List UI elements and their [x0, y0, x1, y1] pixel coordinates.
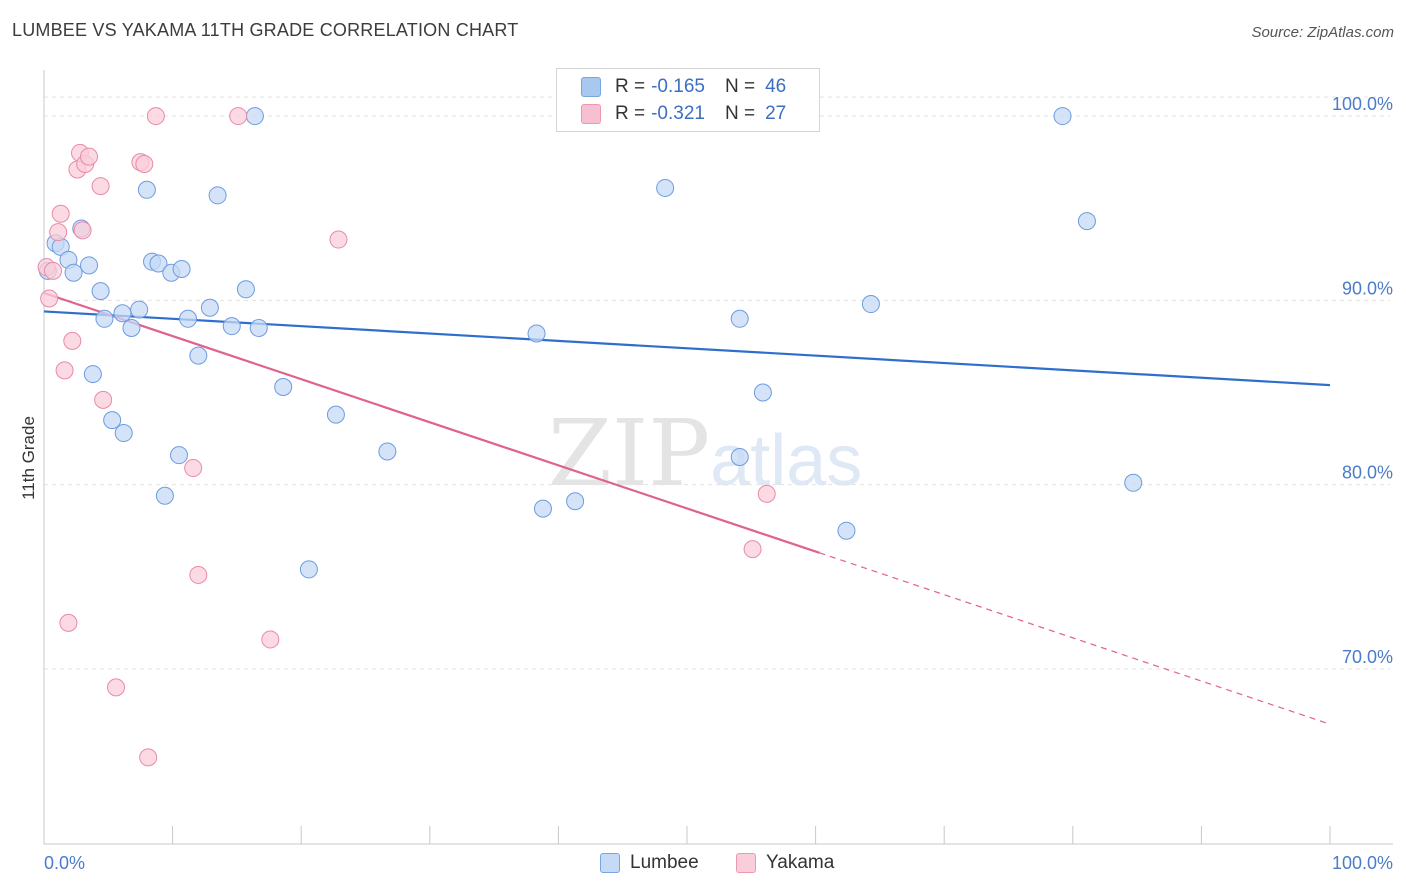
bottom-swatch-yakama: [736, 853, 756, 873]
legend-n-label: N =: [724, 76, 756, 97]
trendline-yakama-extension: [819, 552, 1331, 725]
axis-labels: 11th Grade 70.0% 80.0% 90.0% 100.0% 0.0% 100.…: [19, 94, 1393, 873]
point-yakama: [55, 361, 74, 380]
chart-title: LUMBEE VS YAKAMA 11TH GRADE CORRELATION …: [12, 20, 519, 40]
bottom-legend-label-lumbee: Lumbee: [630, 852, 699, 873]
point-lumbee: [274, 377, 293, 396]
point-yakama: [59, 613, 78, 632]
source-label: Source: ZipAtlas.com: [1251, 24, 1394, 41]
point-lumbee: [837, 521, 856, 540]
point-lumbee: [753, 383, 772, 402]
point-yakama: [49, 223, 68, 242]
point-lumbee: [149, 254, 168, 273]
point-lumbee: [656, 178, 675, 197]
x-tick-label: 0.0%: [44, 853, 85, 873]
point-yakama: [757, 484, 776, 503]
point-lumbee: [527, 324, 546, 343]
legend-r-label: R =: [615, 76, 646, 97]
point-yakama: [51, 204, 70, 223]
point-lumbee: [95, 309, 114, 328]
legend-r-label: R =: [615, 103, 646, 124]
legend-r-value: -0.165: [651, 76, 705, 97]
correlation-legend: R = -0.165 N = 46 R = -0.321 N = 27: [556, 68, 820, 132]
bottom-legend-yakama: Yakama: [736, 852, 834, 874]
point-lumbee: [1124, 473, 1143, 492]
point-lumbee: [113, 304, 132, 323]
y-tick-label: 70.0%: [1342, 647, 1393, 667]
bottom-legend-label-yakama: Yakama: [766, 852, 835, 873]
point-yakama: [146, 107, 165, 126]
legend-row-yakama: R = -0.321 N = 27: [581, 101, 786, 127]
point-yakama: [80, 147, 99, 166]
point-lumbee: [130, 300, 149, 319]
data-points: [37, 107, 1143, 767]
bottom-legend-lumbee: Lumbee: [600, 852, 699, 874]
point-yakama: [40, 289, 59, 308]
legend-row-lumbee: R = -0.165 N = 46: [581, 74, 786, 100]
point-yakama: [189, 565, 208, 584]
point-yakama: [184, 459, 203, 478]
point-lumbee: [245, 107, 264, 126]
legend-r-value: -0.321: [651, 103, 705, 124]
point-lumbee: [155, 486, 174, 505]
point-lumbee: [208, 186, 227, 205]
legend-n-value: 27: [765, 103, 787, 124]
y-tick-label: 90.0%: [1342, 278, 1393, 298]
point-lumbee: [1077, 212, 1096, 231]
legend-n-value: 46: [765, 76, 787, 97]
point-lumbee: [172, 260, 191, 279]
point-lumbee: [114, 424, 133, 443]
point-yakama: [94, 390, 113, 409]
point-yakama: [73, 221, 92, 240]
point-yakama: [329, 230, 348, 249]
point-lumbee: [222, 317, 241, 336]
point-lumbee: [189, 346, 208, 365]
point-lumbee: [137, 180, 156, 199]
point-lumbee: [1053, 107, 1072, 126]
x-tick-label: 100.0%: [1332, 853, 1393, 873]
point-yakama: [743, 540, 762, 559]
point-yakama: [229, 107, 248, 126]
point-lumbee: [326, 405, 345, 424]
point-lumbee: [730, 309, 749, 328]
point-lumbee: [861, 295, 880, 314]
point-lumbee: [378, 442, 397, 461]
legend-swatch-lumbee: [581, 77, 601, 97]
grid-lines: [44, 96, 1390, 670]
bottom-swatch-lumbee: [600, 853, 620, 873]
point-lumbee: [533, 499, 552, 518]
point-lumbee: [103, 411, 122, 430]
point-lumbee: [299, 560, 318, 579]
legend-swatch-yakama: [581, 104, 601, 124]
y-axis-label: 11th Grade: [19, 416, 38, 500]
point-lumbee: [64, 263, 83, 282]
y-tick-label: 100.0%: [1332, 94, 1393, 114]
point-yakama: [63, 331, 82, 350]
point-lumbee: [730, 448, 749, 466]
point-yakama: [91, 177, 110, 196]
point-lumbee: [179, 309, 198, 328]
point-lumbee: [83, 365, 102, 384]
point-yakama: [139, 748, 158, 767]
point-lumbee: [236, 280, 255, 299]
point-yakama: [135, 154, 154, 173]
trendline-yakama: [43, 291, 820, 554]
point-lumbee: [566, 492, 585, 511]
point-lumbee: [91, 282, 110, 301]
point-lumbee: [122, 319, 141, 337]
point-yakama: [44, 261, 63, 280]
point-yakama: [107, 678, 126, 697]
axes: [43, 70, 1393, 845]
point-lumbee: [80, 256, 99, 275]
point-lumbee: [200, 298, 219, 317]
trend-lines: [43, 291, 1331, 725]
y-tick-label: 80.0%: [1342, 463, 1393, 483]
point-yakama: [261, 630, 280, 649]
legend-n-label: N =: [724, 103, 756, 124]
point-lumbee: [170, 446, 189, 465]
point-lumbee: [249, 319, 268, 337]
